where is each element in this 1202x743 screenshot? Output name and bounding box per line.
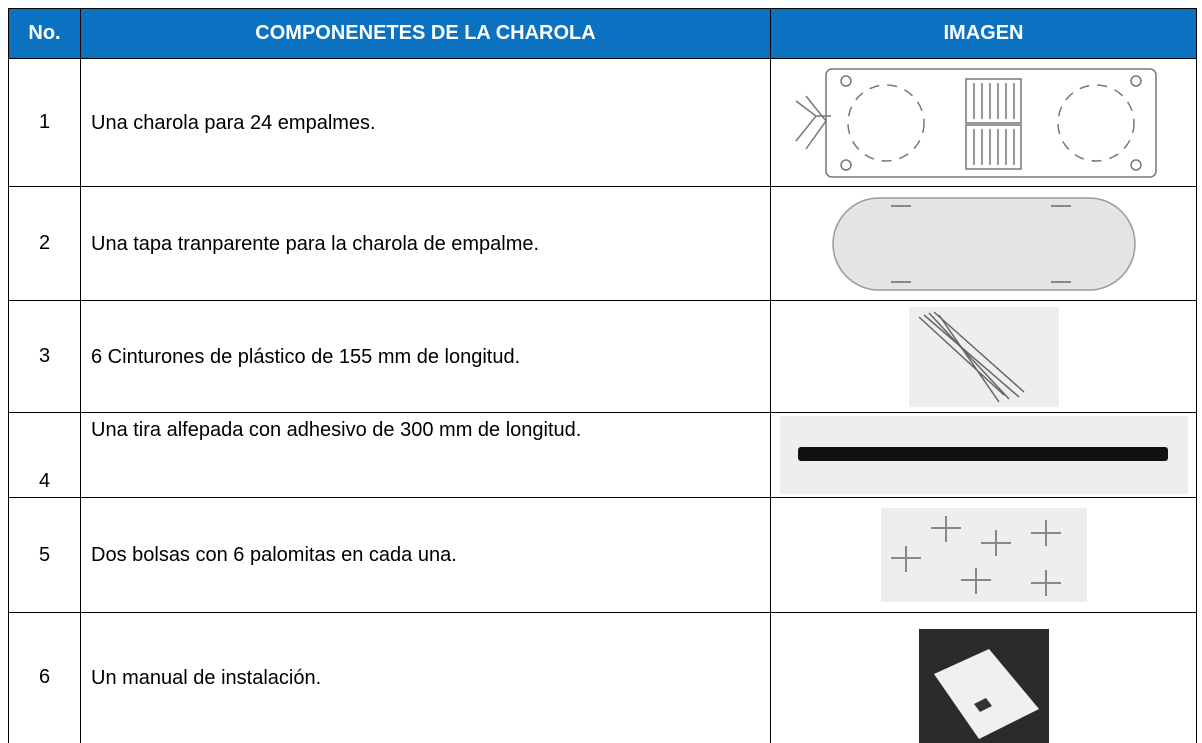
cable-ties-image	[908, 306, 1059, 407]
header-cell: No.	[8, 8, 81, 59]
row-text: Una charola para 24 empalmes.	[80, 58, 771, 187]
tray-image	[794, 67, 1157, 178]
row: 5 Dos bolsas con 6 palomitas en cada una…	[8, 497, 1197, 613]
row-number: 1	[8, 58, 81, 187]
components-table: No. COMPONENETES DE LA CHAROLA IMAGEN 1 …	[8, 8, 1197, 743]
image-cell	[770, 612, 1197, 743]
manual-image	[918, 628, 1049, 743]
image-cell	[770, 412, 1197, 498]
row-text: Un manual de instalación.	[80, 612, 771, 743]
clips-image	[880, 508, 1087, 602]
row: 6 Un manual de instalación.	[8, 612, 1197, 743]
row-text: Una tira alfepada con adhesivo de 300 mm…	[80, 412, 771, 498]
row-number: 5	[8, 497, 81, 613]
row-number: 4	[8, 412, 81, 498]
row-text: 6 Cinturones de plástico de 155 mm de lo…	[80, 300, 771, 413]
strip-image	[779, 416, 1188, 494]
header-row: No. COMPONENETES DE LA CHAROLA IMAGEN	[8, 8, 1197, 59]
row-number: 3	[8, 300, 81, 413]
header-cell: IMAGEN	[770, 8, 1197, 59]
row-number: 2	[8, 186, 81, 301]
row-text: Dos bolsas con 6 palomitas en cada una.	[80, 497, 771, 613]
row: 1 Una charola para 24 empalmes.	[8, 58, 1197, 187]
row-text: Una tapa tranparente para la charola de …	[80, 186, 771, 301]
header-cell: COMPONENETES DE LA CHAROLA	[80, 8, 771, 59]
row: 3 6 Cinturones de plástico de 155 mm de …	[8, 300, 1197, 413]
row-number: 6	[8, 612, 81, 743]
row: 4 Una tira alfepada con adhesivo de 300 …	[8, 412, 1197, 498]
image-cell	[770, 497, 1197, 613]
row: 2 Una tapa tranparente para la charola d…	[8, 186, 1197, 301]
cover-image	[831, 196, 1136, 291]
image-cell	[770, 186, 1197, 301]
image-cell	[770, 300, 1197, 413]
image-cell	[770, 58, 1197, 187]
